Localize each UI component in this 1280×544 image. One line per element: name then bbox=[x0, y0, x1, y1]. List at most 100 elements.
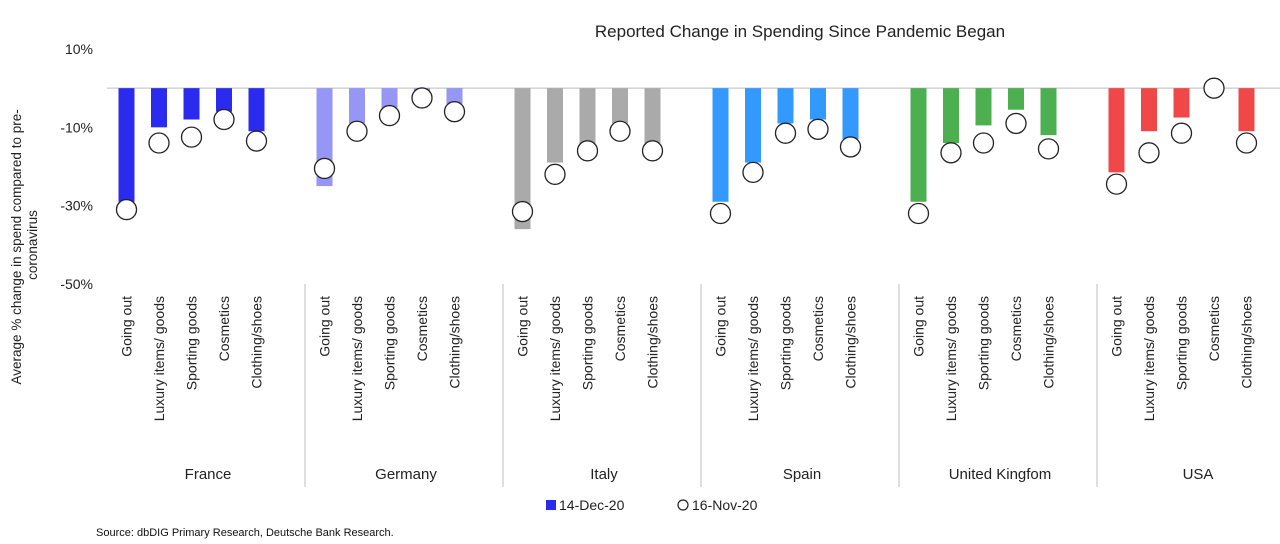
marker-nov bbox=[1235, 132, 1258, 154]
bar-dec bbox=[349, 88, 365, 124]
bar-dec bbox=[183, 88, 200, 120]
bar-dec bbox=[810, 88, 826, 120]
bar-dec bbox=[118, 88, 135, 202]
legend-nov-marker bbox=[677, 499, 689, 511]
category-label: Clothing/shoes bbox=[249, 296, 265, 389]
category-label: Luxury items/ goods bbox=[943, 296, 959, 421]
chart-title: Reported Change in Spending Since Pandem… bbox=[595, 22, 1005, 41]
category-label: Clothing/shoes bbox=[1041, 296, 1057, 389]
bar-dec bbox=[1040, 88, 1057, 136]
bar-dec bbox=[1141, 88, 1157, 132]
marker-nov bbox=[972, 132, 995, 154]
marker-nov bbox=[213, 108, 235, 131]
category-label: Going out bbox=[713, 296, 729, 357]
marker-nov bbox=[511, 200, 534, 223]
category-label: Sporting goods bbox=[976, 296, 992, 390]
category-label: Cosmetics bbox=[216, 296, 232, 361]
bar-dec bbox=[1008, 88, 1024, 110]
marker-nov bbox=[180, 126, 203, 148]
category-label: Sporting goods bbox=[382, 296, 398, 390]
bar-dec bbox=[745, 88, 761, 163]
marker-nov bbox=[641, 140, 664, 162]
marker-nov bbox=[115, 198, 138, 221]
bar-dec bbox=[151, 88, 167, 128]
chart: Reported Change in Spending Since Pandem… bbox=[9, 22, 1280, 513]
category-label: Sporting goods bbox=[184, 296, 200, 390]
y-tick-label: -50% bbox=[60, 276, 93, 292]
category-label: Luxury items/ goods bbox=[745, 296, 761, 421]
group-label: Italy bbox=[590, 466, 618, 483]
category-label: Going out bbox=[119, 296, 135, 357]
marker-nov bbox=[378, 104, 401, 127]
marker-nov bbox=[774, 122, 797, 144]
category-label: Going out bbox=[1109, 296, 1125, 357]
group-label: Spain bbox=[783, 466, 821, 483]
category-label: Cosmetics bbox=[1008, 296, 1024, 361]
bar-dec bbox=[910, 88, 927, 202]
bar-dec bbox=[1108, 88, 1125, 173]
bar-dec bbox=[248, 88, 265, 132]
bar-dec bbox=[216, 88, 232, 112]
category-label: Clothing/shoes bbox=[645, 296, 661, 389]
marker-nov bbox=[1170, 122, 1193, 144]
marker-nov bbox=[576, 140, 599, 162]
marker-nov bbox=[807, 118, 829, 140]
marker-nov bbox=[346, 120, 368, 142]
category-label: Cosmetics bbox=[810, 296, 826, 361]
bar-dec bbox=[1173, 88, 1190, 118]
group-labels: France Germany Italy Spain United Kingfom USA bbox=[185, 284, 1214, 487]
bar-dec bbox=[943, 88, 959, 143]
group-label: USA bbox=[1183, 466, 1214, 483]
category-label: Cosmetics bbox=[1206, 296, 1222, 361]
marker-nov bbox=[411, 87, 433, 109]
bar-dec bbox=[644, 88, 661, 143]
y-axis-ticks: 10% -10% -30% -50% bbox=[60, 41, 93, 292]
category-labels: Going out Luxury items/ goods Sporting goo… bbox=[119, 296, 1255, 421]
marker-nov bbox=[1203, 77, 1225, 99]
source-note: Source: dbDIG Primary Research, Deutsche… bbox=[96, 527, 394, 539]
legend-dec-swatch bbox=[546, 500, 556, 510]
bar-dec bbox=[712, 88, 729, 202]
bar-dec bbox=[381, 88, 398, 108]
category-label: Sporting goods bbox=[580, 296, 596, 390]
category-label: Sporting goods bbox=[1174, 296, 1190, 390]
category-label: Cosmetics bbox=[414, 296, 430, 361]
marker-nov bbox=[742, 161, 764, 184]
marker-nov bbox=[709, 202, 732, 225]
bar-dec bbox=[579, 88, 596, 147]
category-label: Clothing/shoes bbox=[1239, 296, 1255, 389]
category-label: Cosmetics bbox=[612, 296, 628, 361]
category-label: Luxury items/ goods bbox=[151, 296, 167, 421]
group-label: Germany bbox=[375, 466, 437, 483]
plot-area bbox=[107, 77, 1280, 230]
marker-nov bbox=[839, 136, 862, 158]
category-label: Going out bbox=[317, 296, 333, 357]
y-tick-label: -10% bbox=[60, 119, 93, 135]
category-label: Going out bbox=[911, 296, 927, 357]
bar-dec bbox=[612, 88, 628, 124]
marker-nov bbox=[1138, 142, 1160, 164]
marker-nov bbox=[1105, 173, 1128, 195]
marker-nov bbox=[609, 120, 631, 142]
marker-nov bbox=[245, 130, 268, 152]
category-label: Clothing/shoes bbox=[843, 296, 859, 389]
group-label: United Kingfom bbox=[949, 466, 1052, 483]
marker-nov bbox=[443, 101, 466, 123]
y-axis-label: Average % change in spend compared to pr… bbox=[9, 106, 40, 385]
legend-dec-label: 14-Dec-20 bbox=[559, 497, 625, 513]
category-label: Luxury items/ goods bbox=[547, 296, 563, 421]
marker-nov bbox=[907, 202, 930, 225]
y-axis-label-line-2: coronavirus bbox=[25, 210, 40, 280]
category-label: Clothing/shoes bbox=[447, 296, 463, 389]
bar-dec bbox=[547, 88, 563, 163]
bar-dec bbox=[975, 88, 992, 126]
marker-nov bbox=[313, 157, 336, 180]
marker-nov bbox=[1005, 112, 1027, 135]
category-label: Luxury items/ goods bbox=[349, 296, 365, 421]
bar-dec bbox=[1238, 88, 1255, 132]
bar-dec bbox=[514, 88, 531, 230]
category-label: Luxury items/ goods bbox=[1141, 296, 1157, 421]
y-tick-label: 10% bbox=[65, 41, 93, 57]
group-label: France bbox=[185, 466, 232, 483]
marker-nov bbox=[940, 142, 962, 164]
